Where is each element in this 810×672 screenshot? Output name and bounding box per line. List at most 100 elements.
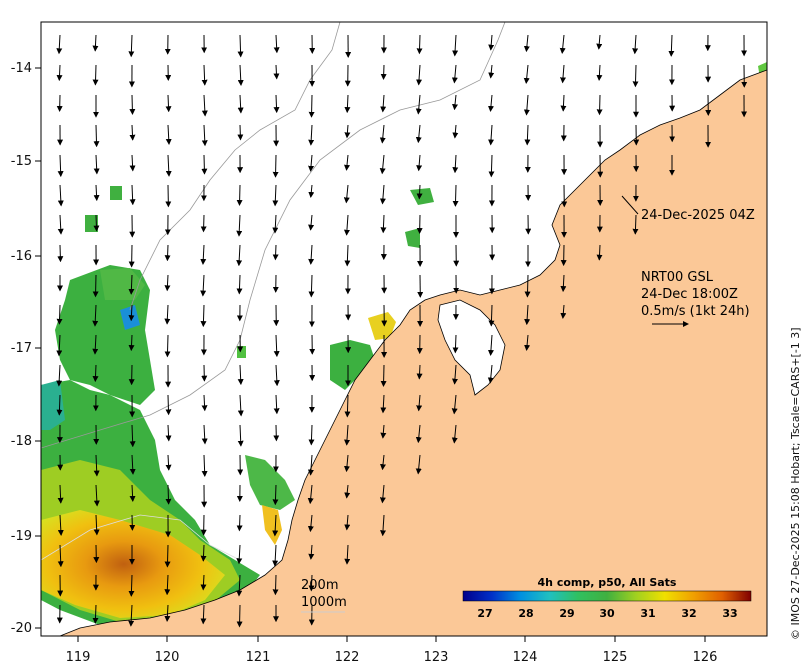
current-vector: [92, 304, 99, 327]
current-vector: [308, 124, 315, 146]
current-vector: [524, 304, 531, 326]
current-vector: [129, 484, 136, 502]
current-vector: [201, 454, 208, 477]
current-vector: [237, 64, 244, 86]
current-vector: [93, 484, 100, 507]
colorbar-tick: 33: [722, 607, 737, 620]
land-mass: [59, 69, 767, 636]
lat-tick: -19: [11, 529, 32, 544]
current-vector: [487, 94, 494, 112]
current-vector: [344, 154, 350, 171]
current-vector: [452, 94, 459, 111]
lon-axis: 119 120 121 122 123 124 125 126: [66, 636, 718, 665]
lon-tick: 119: [66, 650, 91, 665]
current-vector: [165, 154, 172, 177]
current-vector: [343, 214, 350, 236]
current-vector: [524, 334, 531, 351]
current-vector: [128, 34, 135, 58]
current-vector: [559, 34, 566, 54]
current-vector: [379, 484, 386, 504]
contour-200-label: 200m: [301, 578, 338, 593]
current-vector: [129, 424, 136, 448]
current-vector: [128, 334, 135, 352]
current-vector: [200, 244, 207, 265]
current-vector: [237, 424, 244, 447]
current-vector: [451, 394, 458, 415]
current-vector: [596, 64, 603, 81]
obs-pointer: [621, 195, 639, 215]
current-vector: [164, 304, 171, 325]
current-vector: [632, 34, 639, 55]
current-vector: [236, 214, 243, 237]
current-vector: [488, 34, 495, 51]
current-vector: [560, 274, 567, 293]
current-vector: [129, 154, 136, 172]
lon-tick: 123: [424, 650, 449, 665]
current-vector: [380, 364, 387, 387]
current-vector: [56, 304, 63, 325]
current-vector: [523, 64, 530, 84]
king-sound: [437, 299, 506, 396]
current-vector: [57, 484, 64, 504]
current-vector: [129, 124, 136, 141]
current-vector: [272, 244, 279, 261]
current-vector: [200, 214, 207, 233]
lon-tick: 126: [693, 650, 718, 665]
current-vector: [272, 154, 279, 178]
current-vector: [237, 394, 244, 417]
current-vector: [452, 154, 459, 174]
current-vector: [380, 424, 387, 439]
colorbar-title: 4h comp, p50, All Sats: [538, 576, 677, 589]
obs-time-label: 24-Dec-2025 04Z: [641, 208, 755, 223]
current-vector: [632, 214, 639, 235]
lat-tick: -14: [11, 61, 32, 76]
current-vector: [272, 484, 279, 506]
current-vector: [236, 604, 243, 628]
current-vector: [451, 364, 458, 385]
current-vector: [416, 184, 423, 200]
current-vector: [560, 94, 567, 112]
current-vector: [488, 64, 495, 79]
plot-frame: [40, 21, 768, 637]
current-vector: [379, 184, 386, 205]
current-vector: [201, 154, 208, 175]
lat-tick: -18: [11, 434, 32, 449]
current-vector: [200, 604, 207, 625]
current-vector: [92, 334, 99, 355]
current-vector: [273, 64, 280, 80]
current-vector: [164, 574, 171, 596]
colorbar-gradient: [462, 590, 752, 602]
colorbar-tick: 30: [599, 607, 615, 620]
contour-1000-label: 1000m: [301, 595, 347, 610]
current-vector: [344, 484, 351, 499]
current-vector: [487, 334, 494, 356]
current-vector: [92, 64, 99, 86]
colorbar-tick: 31: [640, 607, 655, 620]
current-vector: [415, 94, 422, 115]
bathymetry-contours: [41, 22, 506, 561]
current-vector: [57, 514, 64, 536]
lat-tick: -20: [11, 621, 32, 636]
current-vector: [416, 154, 423, 172]
current-vector: [57, 244, 64, 263]
current-vector: [236, 274, 243, 295]
current-vector: [165, 484, 172, 505]
current-vector: [308, 184, 315, 198]
current-vector: [273, 394, 280, 415]
current-vector: [165, 394, 172, 416]
current-vector: [380, 94, 387, 113]
current-vector: [93, 514, 100, 536]
current-vector: [93, 184, 100, 202]
current-vector: [165, 94, 172, 113]
current-vector: [307, 484, 314, 505]
current-vector: [128, 304, 135, 322]
lon-tick: 121: [246, 650, 271, 665]
current-vector: [632, 64, 639, 88]
current-vector: [56, 394, 63, 416]
colorbar-tick: 32: [681, 607, 696, 620]
current-vector: [416, 64, 423, 86]
current-vector: [560, 304, 567, 319]
current-vector: [93, 124, 100, 148]
lon-tick: 122: [335, 650, 360, 665]
